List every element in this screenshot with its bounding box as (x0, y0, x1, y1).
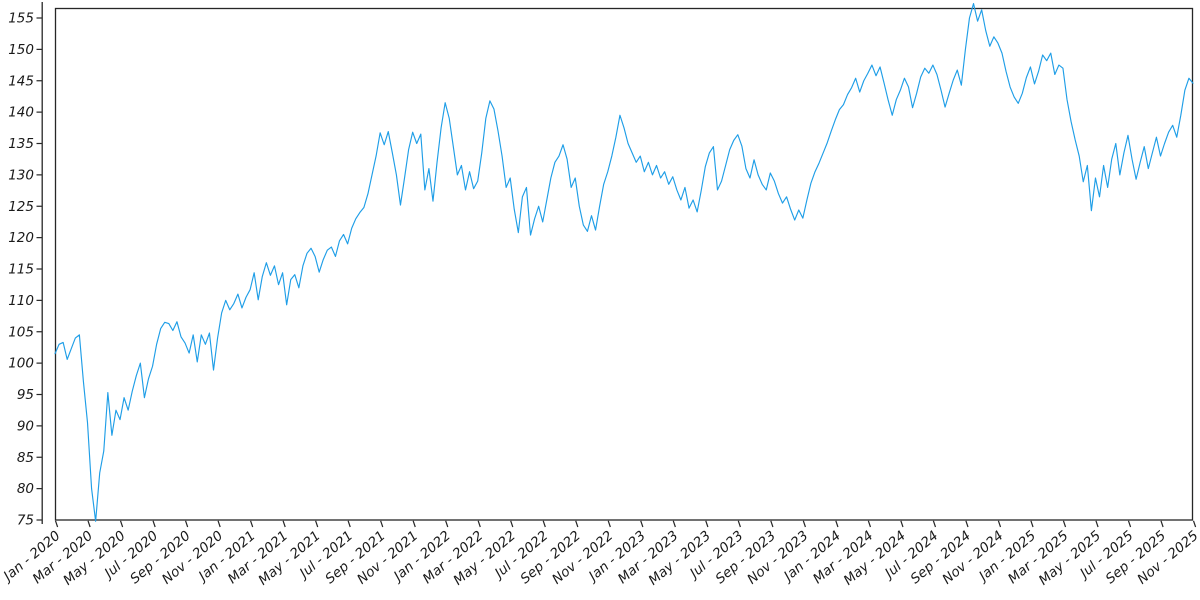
plot-frame (41, 2, 1194, 524)
y-tick-label: 155 (8, 11, 34, 27)
x-tick-mark (347, 520, 351, 528)
plot-border (54, 7, 1194, 521)
x-tick-mark (217, 520, 221, 528)
y-tick-label: 95 (17, 387, 34, 403)
y-tick-label: 140 (8, 105, 34, 121)
y-tick-label: 110 (8, 293, 34, 309)
x-tick-mark (1160, 520, 1164, 528)
x-tick-mark (1192, 520, 1197, 528)
x-tick-mark (867, 520, 872, 528)
x-tick-mark (835, 520, 839, 528)
x-tick-mark (1062, 520, 1067, 528)
x-tick-mark (770, 520, 774, 528)
y-tick-label: 135 (8, 136, 34, 152)
x-tick-mark (184, 520, 189, 528)
y-tick-label: 90 (17, 418, 34, 434)
price-line (54, 2, 1194, 522)
price-series (54, 2, 1194, 522)
x-tick-mark (282, 520, 286, 528)
x-tick-mark (477, 520, 481, 528)
x-tick-mark (445, 520, 449, 528)
y-tick-label: 85 (17, 450, 34, 466)
x-tick-mark (900, 520, 904, 528)
y-tick-label: 80 (17, 481, 34, 497)
y-tick-label: 120 (8, 230, 34, 246)
x-tick-mark (315, 520, 319, 528)
x-tick-mark (119, 520, 124, 528)
x-tick-mark (737, 520, 741, 528)
y-tick-label: 130 (8, 167, 34, 183)
x-tick-mark (250, 520, 254, 528)
y-tick-label: 145 (8, 73, 34, 89)
x-tick-mark (705, 520, 709, 528)
x-tick-mark (575, 520, 579, 528)
x-tick-mark (997, 520, 1002, 528)
x-tick-mark (640, 520, 644, 528)
x-tick-mark (87, 520, 91, 528)
x-tick-mark (510, 520, 514, 528)
y-tick-label: 115 (8, 262, 34, 278)
x-tick-mark (1095, 520, 1099, 528)
x-tick-mark (1127, 520, 1132, 528)
y-tick-label: 100 (8, 356, 34, 372)
x-tick-mark (152, 520, 156, 528)
x-tick-mark (965, 520, 969, 528)
x-tick-mark (932, 520, 937, 528)
y-tick-label: 150 (8, 42, 34, 58)
y-tick-label: 105 (8, 324, 34, 340)
x-tick-mark (1030, 520, 1034, 528)
x-tick-mark (802, 520, 806, 528)
x-tick-mark (672, 520, 676, 528)
y-tick-label: 75 (17, 513, 34, 529)
y-tick-label: 125 (8, 199, 34, 215)
x-tick-mark (607, 520, 611, 528)
x-tick-mark (412, 520, 416, 528)
y-axis: 75 80 85 90 95 100 105 110 115 120 125 130 135 140 145… (8, 11, 42, 529)
x-tick-mark (542, 520, 546, 528)
x-tick-mark (54, 520, 59, 528)
x-tick-mark (380, 520, 384, 528)
